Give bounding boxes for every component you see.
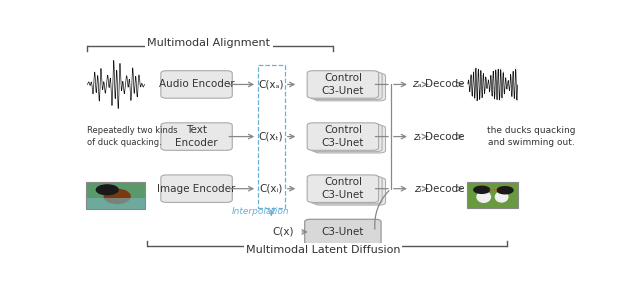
Text: zᵢ: zᵢ [413, 184, 421, 194]
Text: Decode: Decode [425, 184, 464, 194]
Ellipse shape [104, 189, 131, 204]
Text: Multimodal Latent Diffusion: Multimodal Latent Diffusion [246, 245, 400, 255]
FancyBboxPatch shape [310, 124, 382, 152]
Text: C(xₐ): C(xₐ) [258, 79, 284, 90]
Text: Control
C3-Unet: Control C3-Unet [322, 177, 364, 200]
Text: C(xᵢ): C(xᵢ) [259, 184, 283, 194]
Polygon shape [488, 189, 497, 191]
FancyBboxPatch shape [467, 182, 518, 209]
FancyBboxPatch shape [310, 72, 382, 100]
Text: Repeatedly two kinds
of duck quacking.: Repeatedly two kinds of duck quacking. [88, 126, 178, 147]
Text: Interpolation: Interpolation [232, 207, 290, 217]
FancyBboxPatch shape [314, 178, 385, 205]
Circle shape [97, 185, 118, 195]
Text: zₜ: zₜ [413, 132, 422, 142]
Text: C3-Unet: C3-Unet [322, 227, 364, 237]
Ellipse shape [495, 191, 509, 203]
Text: C(xₜ): C(xₜ) [259, 132, 284, 142]
FancyBboxPatch shape [307, 175, 379, 202]
Text: the ducks quacking
and swimming out.: the ducks quacking and swimming out. [487, 126, 575, 147]
FancyBboxPatch shape [314, 73, 385, 101]
FancyBboxPatch shape [307, 123, 379, 150]
FancyBboxPatch shape [161, 71, 232, 98]
FancyBboxPatch shape [307, 71, 379, 98]
Text: C(x): C(x) [273, 227, 294, 237]
Text: Multimodal Alignment: Multimodal Alignment [147, 38, 271, 48]
FancyBboxPatch shape [314, 126, 385, 153]
Text: Image Encoder: Image Encoder [157, 184, 236, 194]
Circle shape [474, 186, 490, 193]
Text: Decode: Decode [425, 79, 464, 90]
Text: Audio Encoder: Audio Encoder [159, 79, 234, 90]
Circle shape [497, 187, 513, 194]
FancyBboxPatch shape [161, 123, 232, 150]
Polygon shape [490, 189, 499, 190]
Text: Text
Encoder: Text Encoder [175, 125, 218, 148]
Ellipse shape [476, 191, 491, 203]
FancyBboxPatch shape [86, 182, 145, 209]
Text: Decode: Decode [425, 132, 464, 142]
Text: zₐ: zₐ [412, 79, 422, 90]
FancyBboxPatch shape [161, 175, 232, 202]
Text: Control
C3-Unet: Control C3-Unet [322, 73, 364, 96]
FancyBboxPatch shape [310, 176, 382, 204]
Text: Control
C3-Unet: Control C3-Unet [322, 125, 364, 148]
FancyBboxPatch shape [87, 198, 145, 209]
FancyBboxPatch shape [305, 219, 381, 245]
